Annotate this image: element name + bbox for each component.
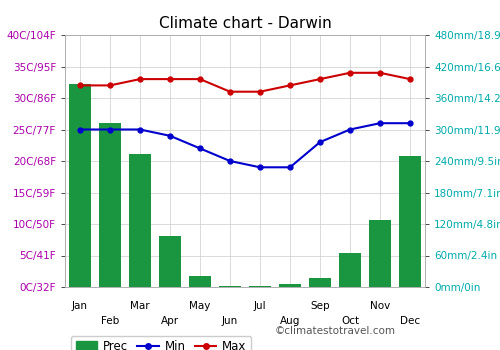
Text: Dec: Dec: [400, 316, 420, 326]
Text: Apr: Apr: [161, 316, 179, 326]
Text: ©climatestotravel.com: ©climatestotravel.com: [275, 326, 396, 336]
Bar: [129, 154, 151, 287]
Text: Oct: Oct: [341, 316, 359, 326]
Text: Nov: Nov: [370, 301, 390, 311]
Legend: Prec, Min, Max: Prec, Min, Max: [71, 336, 251, 350]
Bar: [159, 236, 181, 287]
Bar: [339, 253, 361, 287]
Title: Climate chart - Darwin: Climate chart - Darwin: [158, 16, 332, 31]
Text: Jul: Jul: [254, 301, 266, 311]
Bar: [369, 220, 391, 287]
Text: Aug: Aug: [280, 316, 300, 326]
Text: Feb: Feb: [101, 316, 119, 326]
Text: Mar: Mar: [130, 301, 150, 311]
Bar: [219, 286, 241, 287]
Bar: [279, 284, 301, 287]
Text: Jun: Jun: [222, 316, 238, 326]
Bar: [99, 123, 121, 287]
Text: Jan: Jan: [72, 301, 88, 311]
Bar: [69, 84, 91, 287]
Text: Sep: Sep: [310, 301, 330, 311]
Bar: [309, 278, 331, 287]
Bar: [249, 286, 271, 287]
Bar: [399, 156, 421, 287]
Bar: [189, 276, 211, 287]
Text: May: May: [190, 301, 210, 311]
